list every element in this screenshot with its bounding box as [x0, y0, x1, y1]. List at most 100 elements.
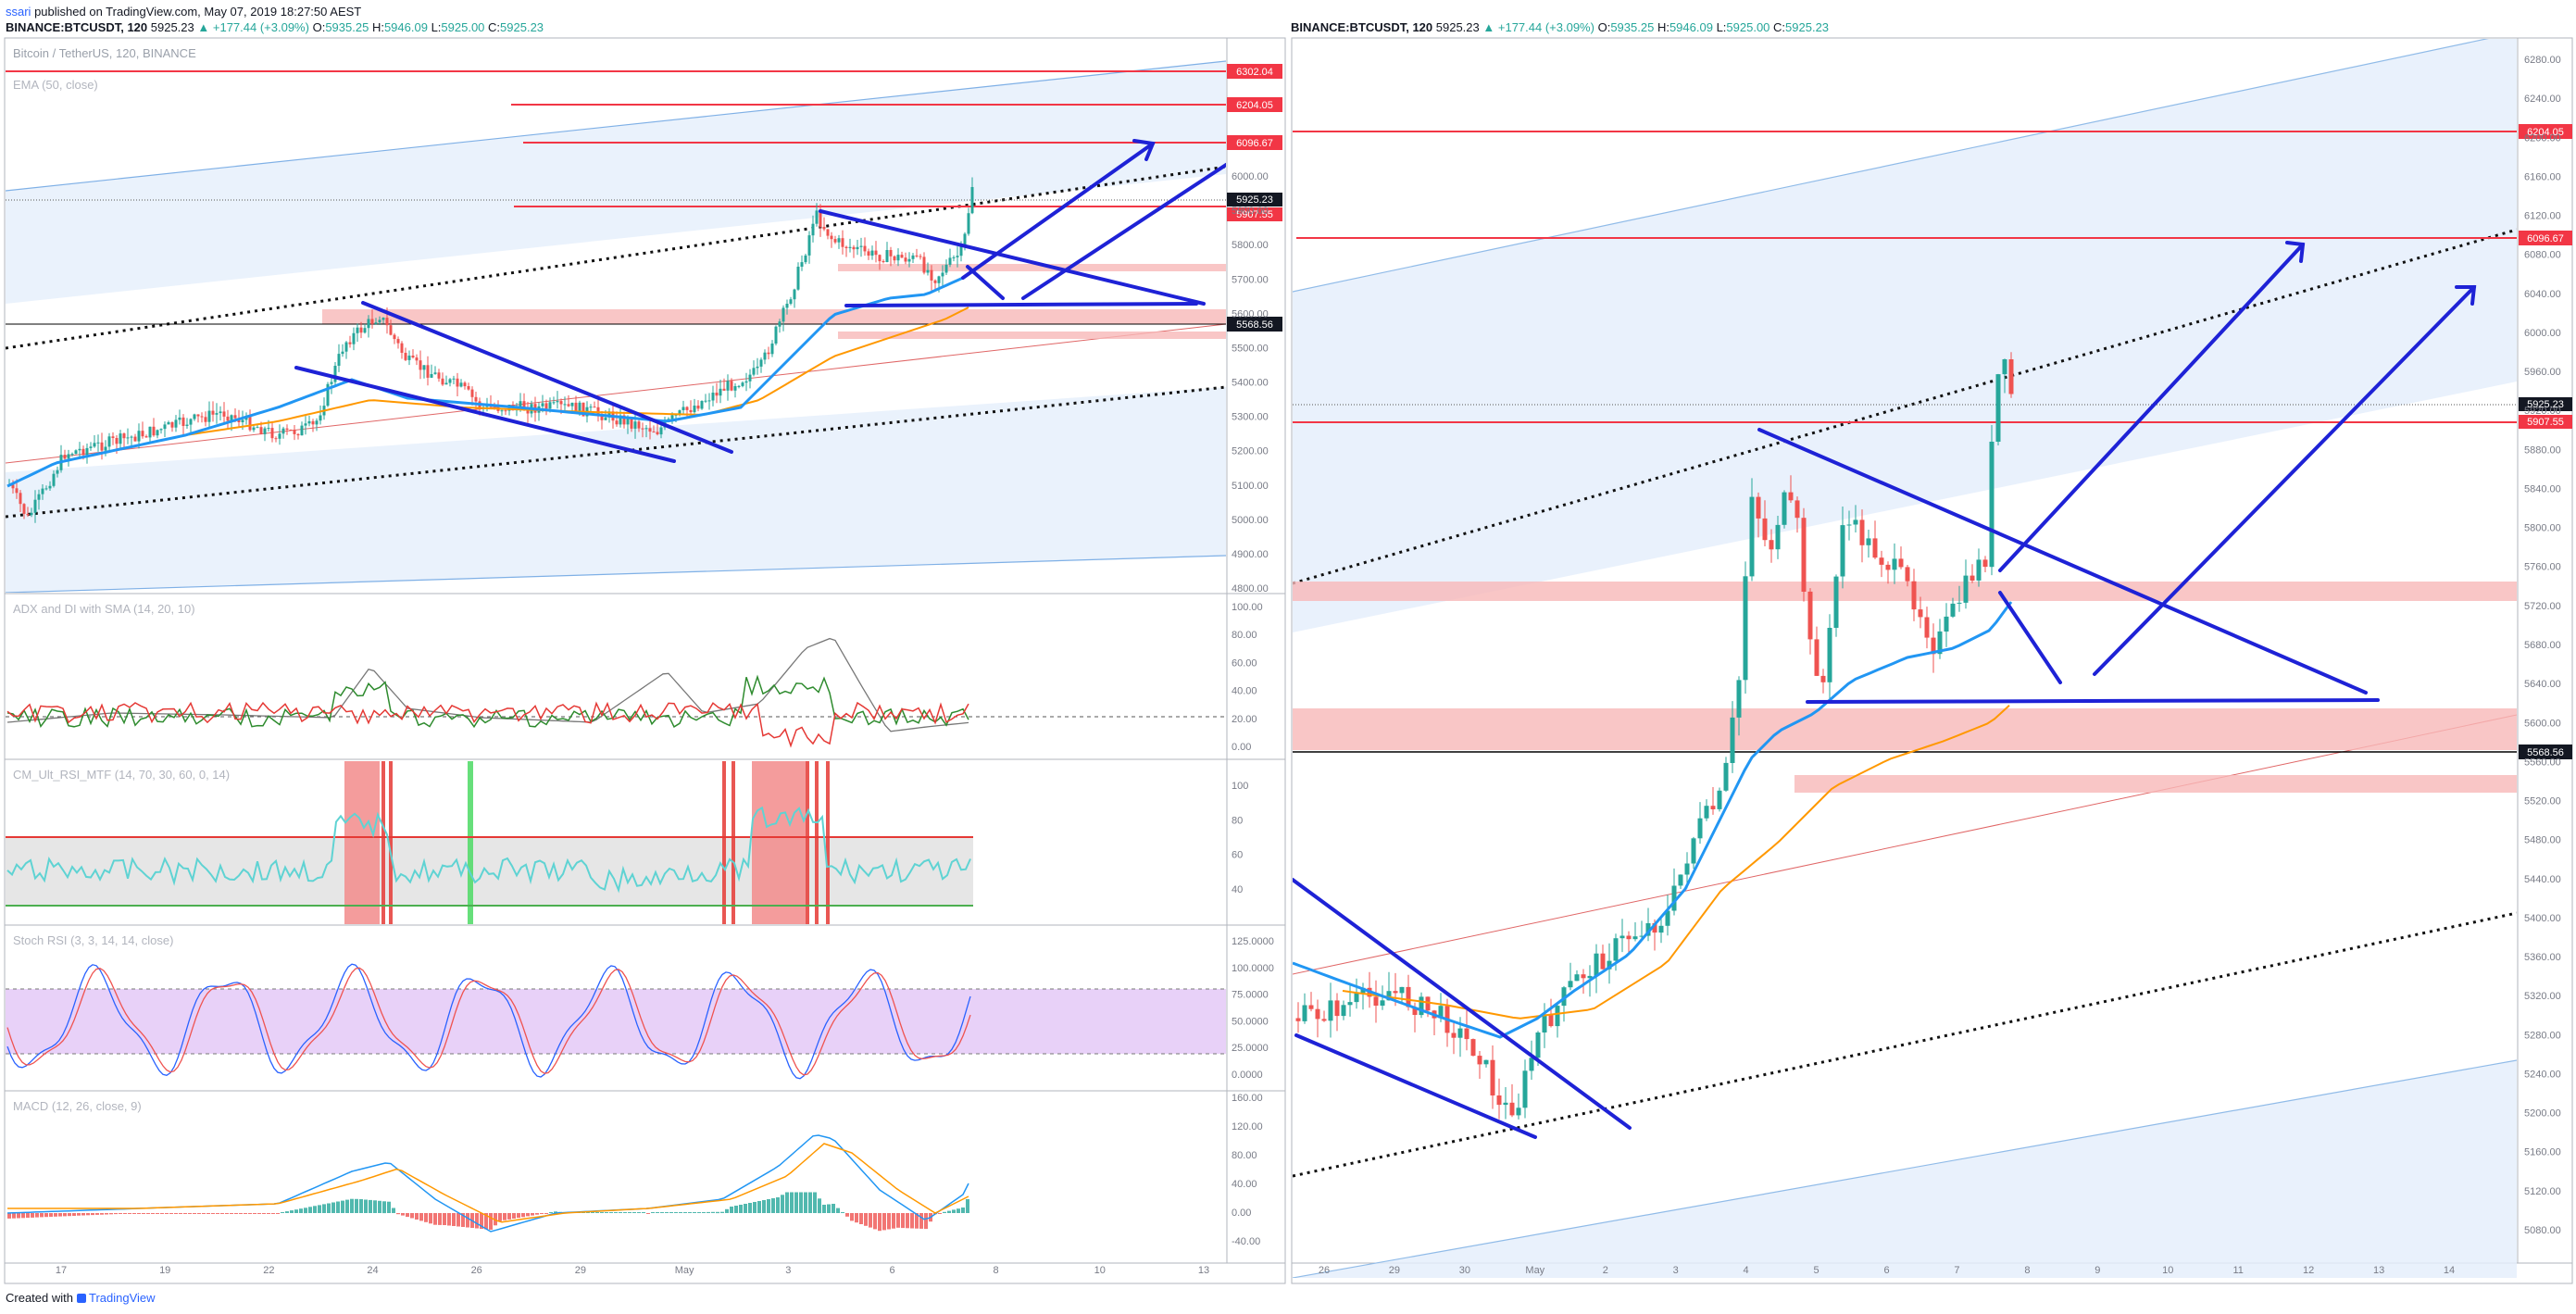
- falling-wedge-lower[interactable]: [1294, 1033, 1537, 1139]
- macd-hist-bar: [730, 1207, 733, 1213]
- macd-axis[interactable]: 160.00 120.00 80.00 40.00 0.00 -40.00: [1232, 1093, 1263, 1247]
- macd-hist-bar: [461, 1213, 465, 1227]
- rsi-overbought-bar: [732, 761, 735, 924]
- macd-hist-bar: [294, 1209, 298, 1213]
- candle-body: [911, 255, 915, 259]
- stoch-legend[interactable]: Stoch RSI (3, 3, 14, 14, close): [13, 933, 173, 947]
- candle-body: [1632, 936, 1638, 940]
- left-time-axis[interactable]: 17 19 22 24 26 29 May 3 6 8 10 13: [56, 1265, 1209, 1276]
- candle-body: [1957, 602, 1962, 604]
- channel-bottom-line: [6, 555, 1226, 593]
- candle-body: [541, 403, 544, 407]
- projection-up-long[interactable]: [2093, 285, 2476, 676]
- stoch-pane[interactable]: [6, 963, 1226, 1080]
- candle-body: [293, 430, 296, 434]
- right-drawings[interactable]: [1293, 241, 2477, 1139]
- candle-body: [252, 427, 256, 431]
- candle-body: [404, 353, 407, 360]
- candle-body: [1600, 953, 1606, 970]
- candle-body: [1619, 935, 1625, 939]
- macd-hist-bar: [836, 1208, 840, 1213]
- rsi-overbought-bar: [815, 761, 819, 924]
- left-price-pane[interactable]: [6, 60, 1226, 593]
- stoch-axis[interactable]: 125.0000 100.0000 75.0000 50.0000 25.0000 0.0…: [1232, 936, 1274, 1081]
- right-time-axis[interactable]: 26 29 30 May 2 3 4 5 6 7 8 9 10 11 12 13 14: [1319, 1265, 2455, 1276]
- projection-up-short[interactable]: [961, 142, 1155, 280]
- macd-hist-bar: [804, 1192, 807, 1213]
- macd-pane[interactable]: [6, 1134, 969, 1233]
- macd-hist-bar: [271, 1213, 275, 1214]
- candle-body: [1587, 975, 1593, 979]
- macd-hist-bar: [40, 1213, 44, 1218]
- open-label: O:: [312, 20, 326, 34]
- high-value: 5946.09: [383, 20, 428, 34]
- ema-legend[interactable]: EMA (50, close): [13, 78, 98, 92]
- macd-hist-bar: [882, 1213, 886, 1231]
- time-tick-label: May: [1525, 1265, 1544, 1276]
- adx-pane[interactable]: [6, 637, 1226, 748]
- axis-tick-label: 100.0000: [1232, 963, 1274, 974]
- candle-body: [685, 407, 689, 410]
- projection-down[interactable]: [1998, 591, 2062, 684]
- candle-body: [815, 210, 819, 224]
- rsi-legend[interactable]: CM_Ult_RSI_MTF (14, 70, 30, 60, 0, 14): [13, 768, 230, 782]
- candle-body: [1743, 576, 1748, 681]
- macd-hist-bar: [355, 1198, 358, 1213]
- triangle-base[interactable]: [1806, 698, 2380, 704]
- candle-body: [1451, 1032, 1457, 1038]
- macd-hist-bar: [151, 1213, 155, 1214]
- candle-body: [933, 280, 937, 283]
- macd-hist-bar: [859, 1213, 863, 1224]
- symbol-name[interactable]: BINANCE:BTCUSDT, 120: [1291, 20, 1433, 34]
- candle-body: [952, 257, 956, 258]
- candle-body: [304, 423, 307, 426]
- candle-body: [930, 269, 933, 281]
- tradingview-link[interactable]: TradingView: [89, 1291, 156, 1305]
- falling-wedge-upper[interactable]: [1293, 878, 1632, 1130]
- candle-body: [422, 365, 426, 370]
- candle-body: [56, 469, 59, 474]
- right-price-pane[interactable]: [1293, 32, 2517, 1278]
- rsi-pane[interactable]: [6, 761, 973, 924]
- triangle-upper[interactable]: [1757, 428, 2368, 695]
- candle-body: [689, 409, 693, 413]
- falling-wedge-lower[interactable]: [294, 366, 676, 463]
- macd-hist-bar: [86, 1213, 90, 1216]
- rsi-axis[interactable]: 100 80 60 40: [1232, 781, 1248, 895]
- macd-hist-bar: [794, 1192, 798, 1213]
- publisher-username[interactable]: ssari: [6, 5, 31, 19]
- triangle-base[interactable]: [844, 302, 1198, 307]
- rsi-overbought-bar: [344, 761, 380, 924]
- falling-wedge-upper[interactable]: [361, 301, 733, 454]
- adx-axis[interactable]: 100.00 80.00 60.00 40.00 20.00 0.00: [1232, 602, 1263, 753]
- candle-body: [26, 513, 30, 516]
- macd-legend[interactable]: MACD (12, 26, close, 9): [13, 1099, 142, 1113]
- candle-body: [737, 385, 741, 387]
- time-tick-label: 14: [2444, 1265, 2455, 1276]
- candle-body: [81, 448, 85, 456]
- projection-up-long[interactable]: [1021, 163, 1226, 300]
- symbol-name[interactable]: BINANCE:BTCUSDT, 120: [6, 20, 148, 34]
- candle-body: [785, 304, 789, 308]
- candle-body: [1995, 374, 2001, 442]
- left-symbol-legend[interactable]: Bitcoin / TetherUS, 120, BINANCE: [13, 46, 196, 60]
- macd-hist-bar: [507, 1213, 511, 1220]
- adx-legend[interactable]: ADX and DI with SMA (14, 20, 10): [13, 602, 195, 616]
- candle-body: [1574, 974, 1580, 982]
- rsi-overbought-bar: [468, 761, 473, 924]
- level-label: 5907.55: [2527, 417, 2564, 428]
- axis-tick-label: 6120.00: [2524, 211, 2561, 222]
- candle-body: [1730, 717, 1735, 763]
- axis-tick-label: 6200.00: [2524, 132, 2561, 144]
- candle-body: [259, 427, 263, 434]
- left-drawings[interactable]: [294, 139, 1226, 463]
- macd-hist-bar: [744, 1204, 747, 1213]
- left-price-axis[interactable]: 6000.00 5900.00 5800.00 5700.00 5600.00 5500.…: [1232, 171, 1269, 594]
- candle-body: [89, 446, 93, 448]
- right-price-axis[interactable]: 6280.00 6240.00 6200.00 6160.00 6120.00 6080.…: [2524, 55, 2561, 1236]
- macd-hist-bar: [716, 1211, 719, 1214]
- projection-up-short[interactable]: [1998, 243, 2305, 572]
- left-pane-separators[interactable]: [5, 593, 1285, 1092]
- triangle-upper[interactable]: [819, 209, 1206, 306]
